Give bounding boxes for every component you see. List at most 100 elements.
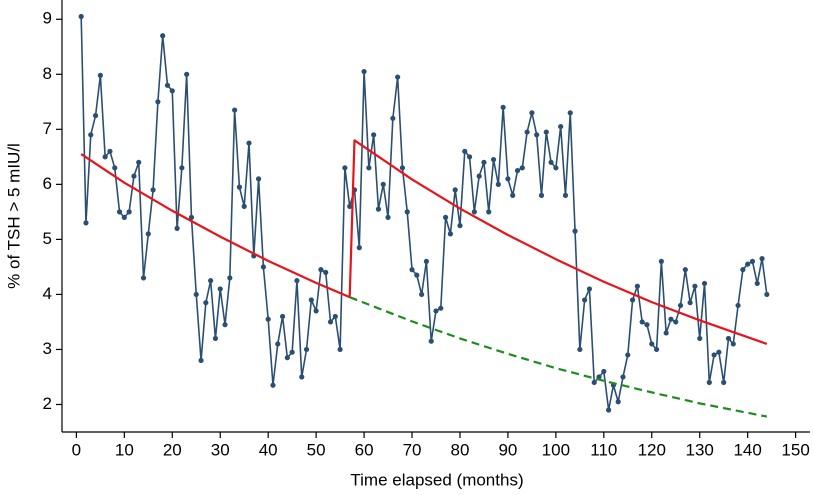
data-point bbox=[323, 269, 329, 276]
y-axis-label: % of TSH > 5 mIU/l bbox=[4, 143, 23, 289]
data-point bbox=[486, 209, 492, 215]
data-point bbox=[649, 341, 655, 347]
data-point bbox=[145, 231, 151, 237]
data-point bbox=[490, 156, 497, 163]
data-point bbox=[423, 258, 430, 265]
data-point bbox=[749, 258, 756, 265]
data-point bbox=[462, 148, 468, 154]
data-point bbox=[538, 192, 545, 198]
data-point bbox=[514, 167, 521, 174]
data-point bbox=[356, 245, 362, 251]
y-tick-label: 5 bbox=[43, 229, 52, 248]
data-point bbox=[452, 187, 458, 193]
data-point bbox=[208, 278, 214, 284]
data-point bbox=[682, 267, 688, 273]
data-point bbox=[380, 181, 386, 187]
x-tick-label: 90 bbox=[498, 440, 517, 459]
data-point bbox=[337, 346, 343, 353]
data-point bbox=[663, 330, 669, 336]
data-point bbox=[701, 280, 708, 287]
data-point bbox=[241, 203, 247, 209]
data-point bbox=[591, 379, 597, 386]
data-point bbox=[299, 374, 305, 380]
data-point bbox=[83, 220, 89, 226]
data-point bbox=[677, 302, 684, 309]
data-point bbox=[706, 379, 712, 386]
data-point bbox=[673, 319, 679, 325]
data-point bbox=[318, 267, 324, 273]
data-point bbox=[466, 154, 473, 160]
data-point bbox=[284, 355, 290, 361]
data-point bbox=[342, 165, 348, 171]
y-tick-label: 3 bbox=[43, 339, 52, 358]
data-point bbox=[419, 291, 425, 298]
data-point bbox=[232, 107, 238, 113]
data-point bbox=[572, 228, 578, 234]
x-tick-label: 30 bbox=[211, 440, 230, 459]
data-point bbox=[327, 319, 334, 325]
data-point bbox=[692, 283, 698, 289]
data-point bbox=[188, 214, 195, 220]
data-point bbox=[716, 349, 722, 355]
x-tick-label: 120 bbox=[638, 440, 666, 459]
x-axis-label: Time elapsed (months) bbox=[350, 470, 523, 489]
x-tick-label: 140 bbox=[733, 440, 761, 459]
data-point bbox=[764, 291, 770, 298]
data-point bbox=[495, 181, 501, 187]
data-point bbox=[653, 346, 660, 353]
data-point bbox=[390, 115, 396, 121]
data-point bbox=[303, 346, 310, 353]
data-point bbox=[155, 99, 161, 105]
x-tick-label: 10 bbox=[115, 440, 134, 459]
data-point bbox=[121, 214, 127, 220]
data-point bbox=[361, 68, 367, 75]
data-point bbox=[193, 291, 199, 298]
series-line bbox=[80, 139, 768, 345]
data-point bbox=[404, 209, 410, 215]
data-point bbox=[658, 258, 664, 265]
data-point bbox=[308, 297, 314, 303]
data-point bbox=[562, 192, 569, 198]
data-point bbox=[577, 346, 583, 353]
data-point bbox=[294, 278, 300, 284]
x-tick-label: 70 bbox=[403, 440, 422, 459]
data-point bbox=[212, 335, 219, 342]
x-tick-label: 0 bbox=[72, 440, 81, 459]
data-point bbox=[227, 275, 233, 281]
data-point bbox=[222, 322, 228, 328]
data-point bbox=[97, 72, 103, 78]
data-point bbox=[548, 159, 554, 165]
data-point bbox=[179, 165, 185, 171]
data-point bbox=[759, 256, 765, 262]
data-point bbox=[399, 165, 406, 171]
data-point bbox=[332, 313, 338, 320]
data-point bbox=[395, 74, 401, 80]
series-line bbox=[80, 16, 768, 411]
data-point bbox=[620, 374, 626, 380]
data-point bbox=[543, 129, 549, 135]
data-point bbox=[721, 379, 727, 386]
x-tick-label: 40 bbox=[259, 440, 278, 459]
data-point bbox=[634, 283, 640, 289]
data-point bbox=[385, 214, 391, 220]
data-point bbox=[289, 349, 295, 355]
data-point bbox=[754, 280, 760, 287]
y-tick-label: 2 bbox=[43, 394, 52, 413]
y-tick-label: 7 bbox=[43, 119, 52, 138]
y-tick-label: 8 bbox=[43, 64, 52, 83]
data-point bbox=[553, 165, 559, 171]
data-point bbox=[371, 132, 377, 138]
x-tick-label: 150 bbox=[781, 440, 809, 459]
data-point bbox=[615, 399, 621, 405]
data-point bbox=[697, 335, 703, 342]
y-tick-label: 4 bbox=[43, 284, 52, 303]
data-point bbox=[711, 352, 717, 358]
data-point bbox=[275, 341, 281, 347]
data-point bbox=[88, 132, 94, 138]
data-point bbox=[270, 382, 276, 388]
y-tick-label: 6 bbox=[43, 174, 52, 193]
data-point bbox=[126, 209, 132, 215]
series-line bbox=[349, 296, 768, 418]
data-point bbox=[279, 313, 286, 320]
x-tick-label: 80 bbox=[451, 440, 470, 459]
